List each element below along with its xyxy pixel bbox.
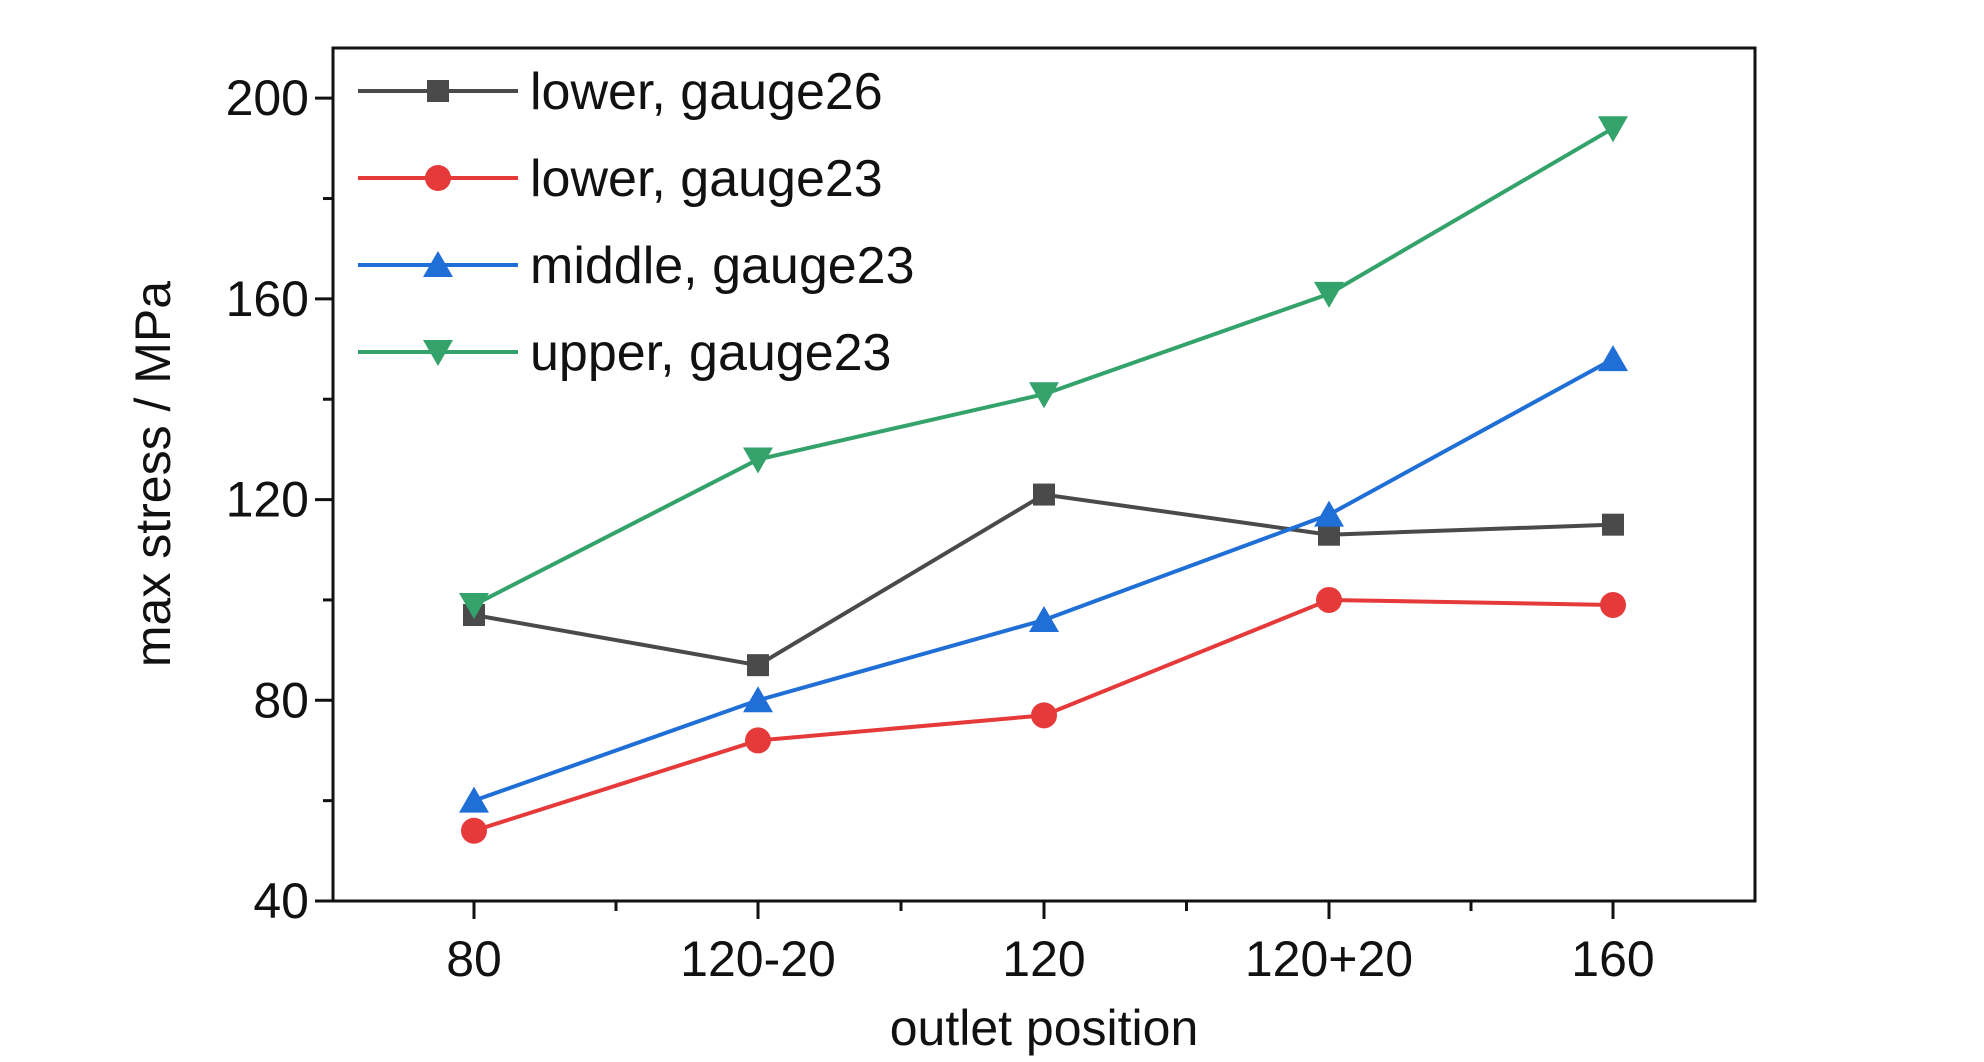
legend-entry: middle, gauge23 — [358, 237, 915, 295]
x-tick-label: 160 — [1571, 931, 1654, 987]
y-tick-label: 120 — [226, 472, 309, 528]
series-layer — [459, 116, 1628, 844]
data-point — [1598, 116, 1628, 143]
x-tick-label: 120+20 — [1245, 931, 1413, 987]
legend-entry: lower, gauge23 — [358, 150, 883, 208]
x-axis: 80 120-20 120 120+20 160 — [446, 901, 1655, 987]
legend-entry: upper, gauge23 — [358, 324, 891, 382]
y-axis-title: max stress / MPa — [125, 281, 181, 667]
legend-marker — [425, 165, 451, 191]
legend-label: lower, gauge26 — [530, 63, 883, 121]
legend-marker — [423, 340, 453, 366]
legend-label: upper, gauge23 — [530, 324, 891, 382]
data-point — [1600, 591, 1626, 618]
data-point — [1033, 483, 1055, 506]
data-point — [1316, 586, 1342, 613]
series-line — [473, 492, 1614, 668]
data-point — [1598, 345, 1628, 372]
data-point — [1029, 382, 1059, 409]
data-point — [747, 654, 769, 677]
y-tick-label: 80 — [253, 672, 309, 728]
legend-marker — [423, 251, 453, 277]
data-point — [1602, 513, 1624, 536]
series-4 — [459, 116, 1628, 619]
y-tick-label: 160 — [226, 271, 309, 327]
series-3 — [459, 345, 1628, 813]
data-point — [1029, 606, 1059, 633]
series-line — [473, 357, 1614, 803]
legend: lower, gauge26 lower, gauge23 middle, gaug… — [358, 63, 915, 382]
data-point — [1314, 500, 1344, 527]
series-1 — [463, 483, 1624, 677]
data-point — [1314, 281, 1344, 308]
y-axis: 40 80 120 160 200 — [226, 70, 333, 929]
x-tick-label: 120-20 — [680, 931, 836, 987]
y-tick-label: 200 — [226, 70, 309, 126]
data-point — [459, 786, 489, 813]
legend-entry: lower, gauge26 — [358, 63, 883, 121]
x-axis-title: outlet position — [890, 1000, 1199, 1056]
data-point — [743, 447, 773, 474]
legend-label: lower, gauge23 — [530, 150, 883, 208]
series-2 — [461, 586, 1626, 844]
x-tick-label: 80 — [446, 931, 502, 987]
data-point — [745, 727, 771, 754]
x-tick-label: 120 — [1002, 931, 1085, 987]
data-point — [1031, 702, 1057, 729]
legend-label: middle, gauge23 — [530, 237, 915, 295]
data-point — [461, 817, 487, 844]
y-tick-label: 40 — [253, 873, 309, 929]
data-point — [459, 592, 489, 619]
data-point — [1318, 523, 1340, 546]
legend-marker — [427, 80, 449, 102]
data-point — [743, 686, 773, 713]
